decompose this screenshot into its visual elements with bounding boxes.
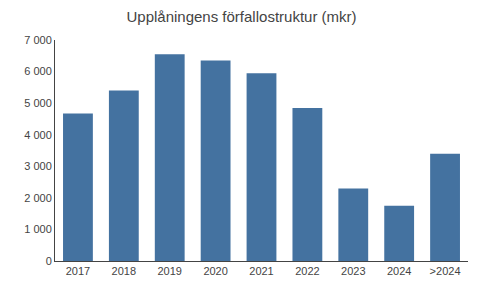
svg-text:2 000: 2 000: [24, 192, 52, 204]
svg-text:6 000: 6 000: [24, 65, 52, 77]
svg-text:0: 0: [46, 255, 52, 267]
svg-text:3 000: 3 000: [24, 160, 52, 172]
svg-text:2018: 2018: [112, 265, 136, 277]
svg-text:2023: 2023: [341, 265, 365, 277]
svg-text:7 000: 7 000: [24, 34, 52, 46]
svg-text:>2024: >2024: [430, 265, 461, 277]
svg-text:4 000: 4 000: [24, 129, 52, 141]
svg-text:2020: 2020: [203, 265, 227, 277]
svg-text:2022: 2022: [295, 265, 319, 277]
svg-text:2021: 2021: [249, 265, 273, 277]
svg-text:5 000: 5 000: [24, 97, 52, 109]
svg-text:Upplåningens förfallostruktur: Upplåningens förfallostruktur (mkr): [126, 8, 356, 25]
svg-text:2024: 2024: [387, 265, 411, 277]
svg-text:2017: 2017: [66, 265, 90, 277]
svg-text:1 000: 1 000: [24, 223, 52, 235]
svg-text:2019: 2019: [157, 265, 181, 277]
